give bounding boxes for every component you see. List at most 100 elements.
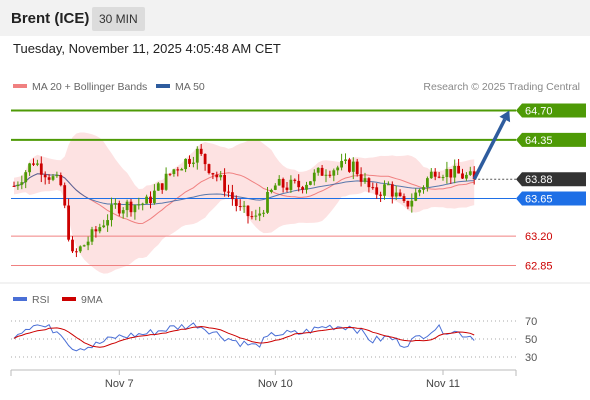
candle-body xyxy=(176,169,180,171)
candle-body xyxy=(402,196,406,201)
candle-body xyxy=(94,229,98,232)
candle-body xyxy=(465,174,468,179)
candle-body xyxy=(67,205,70,240)
forecast-arrow-head xyxy=(499,110,511,123)
candle-body xyxy=(168,173,172,175)
candle-body xyxy=(55,175,59,177)
candle-body xyxy=(344,159,347,161)
rsi-legend-swatch xyxy=(13,297,27,301)
candle-body xyxy=(363,178,367,182)
candle-body xyxy=(114,203,117,205)
level-label: 63.65 xyxy=(525,193,553,205)
candle-body xyxy=(16,184,20,187)
candle-body xyxy=(133,205,137,213)
ma50-line xyxy=(13,173,475,206)
candle-body xyxy=(125,201,129,211)
level-label: 62.85 xyxy=(525,260,553,272)
candle-body xyxy=(75,251,78,253)
candle-body xyxy=(414,192,418,201)
candle-body xyxy=(207,164,211,174)
candle-body xyxy=(410,200,414,207)
source-credit: Research © 2025 Trading Central xyxy=(423,81,580,93)
level-tag xyxy=(516,191,586,206)
candle-body xyxy=(180,169,184,171)
candle-body xyxy=(223,175,226,192)
candle-body xyxy=(203,153,207,165)
candle-body xyxy=(262,212,265,214)
candle-body xyxy=(309,181,312,185)
candle-body xyxy=(277,178,281,186)
candle-body xyxy=(472,171,476,180)
candle-body xyxy=(266,191,269,213)
level-label: 64.70 xyxy=(525,106,553,118)
rsi-tick-label: 30 xyxy=(525,352,537,364)
candle-body xyxy=(90,229,94,242)
candle-body xyxy=(359,174,363,182)
ma50-legend-label: MA 50 xyxy=(175,81,205,93)
candle-body xyxy=(394,192,398,197)
candle-body xyxy=(164,173,168,190)
timeframe-button[interactable]: 30 MIN xyxy=(92,7,145,31)
candle-body xyxy=(43,174,47,178)
candle-body xyxy=(82,245,86,247)
candle-body xyxy=(195,148,199,163)
candle-body xyxy=(406,200,410,207)
candle-body xyxy=(51,176,55,180)
price-levels: 64.70 64.35 63.88 63.65 63.20 62.85 xyxy=(11,103,586,272)
candle-body xyxy=(371,187,375,189)
candle-body xyxy=(426,178,429,188)
candle-body xyxy=(301,187,304,190)
candle-body xyxy=(246,205,250,217)
candle-body xyxy=(231,192,234,200)
candle-body xyxy=(453,165,457,178)
candle-body xyxy=(172,169,176,175)
rsi-ma-legend-swatch xyxy=(62,297,76,301)
level-label: 63.20 xyxy=(525,231,553,243)
candle-body xyxy=(387,184,390,186)
candle-body xyxy=(86,241,90,246)
candle-body xyxy=(117,203,121,214)
candle-body xyxy=(137,204,141,206)
candle-body xyxy=(289,179,293,190)
candle-body xyxy=(285,187,289,190)
candle-body xyxy=(390,184,394,197)
candle-body xyxy=(121,210,125,214)
candle-body xyxy=(188,158,191,164)
level-label: 64.35 xyxy=(525,135,553,147)
candle-body xyxy=(47,177,51,180)
candle-body xyxy=(153,190,156,204)
rsi-ma-legend-label: 9MA xyxy=(81,294,103,306)
candle-body xyxy=(59,175,63,186)
candle-body xyxy=(156,183,160,191)
candle-body xyxy=(28,163,31,173)
rsi-ma-line xyxy=(13,325,475,348)
candle-body xyxy=(110,204,113,221)
candle-body xyxy=(449,169,453,178)
candle-body xyxy=(141,203,145,205)
instrument-title: Brent (ICE) xyxy=(11,10,90,27)
time-tick-label: Nov 7 xyxy=(105,378,134,390)
candle-body xyxy=(324,174,328,176)
candle-body xyxy=(375,187,379,195)
candle-body xyxy=(348,159,351,172)
ma20-legend-swatch xyxy=(13,84,27,88)
candle-body xyxy=(468,171,472,175)
candle-body xyxy=(312,172,316,182)
candle-body xyxy=(184,158,187,170)
moving-averages xyxy=(13,172,475,225)
candle-body xyxy=(24,172,28,183)
candle-body xyxy=(36,163,39,165)
candle-body xyxy=(332,170,336,176)
level-tag xyxy=(516,103,586,118)
candle-body xyxy=(273,185,277,190)
candle-body xyxy=(293,179,297,181)
chart-legend: MA 20 + Bollinger Bands MA 50 Research ©… xyxy=(13,81,580,93)
candle-body xyxy=(457,165,460,174)
candle-body xyxy=(254,215,258,217)
candle-body xyxy=(227,191,230,193)
candle-body xyxy=(336,167,340,171)
candle-body xyxy=(63,185,67,206)
candle-body xyxy=(258,213,262,216)
candle-body xyxy=(316,167,320,173)
candle-body xyxy=(78,246,82,252)
